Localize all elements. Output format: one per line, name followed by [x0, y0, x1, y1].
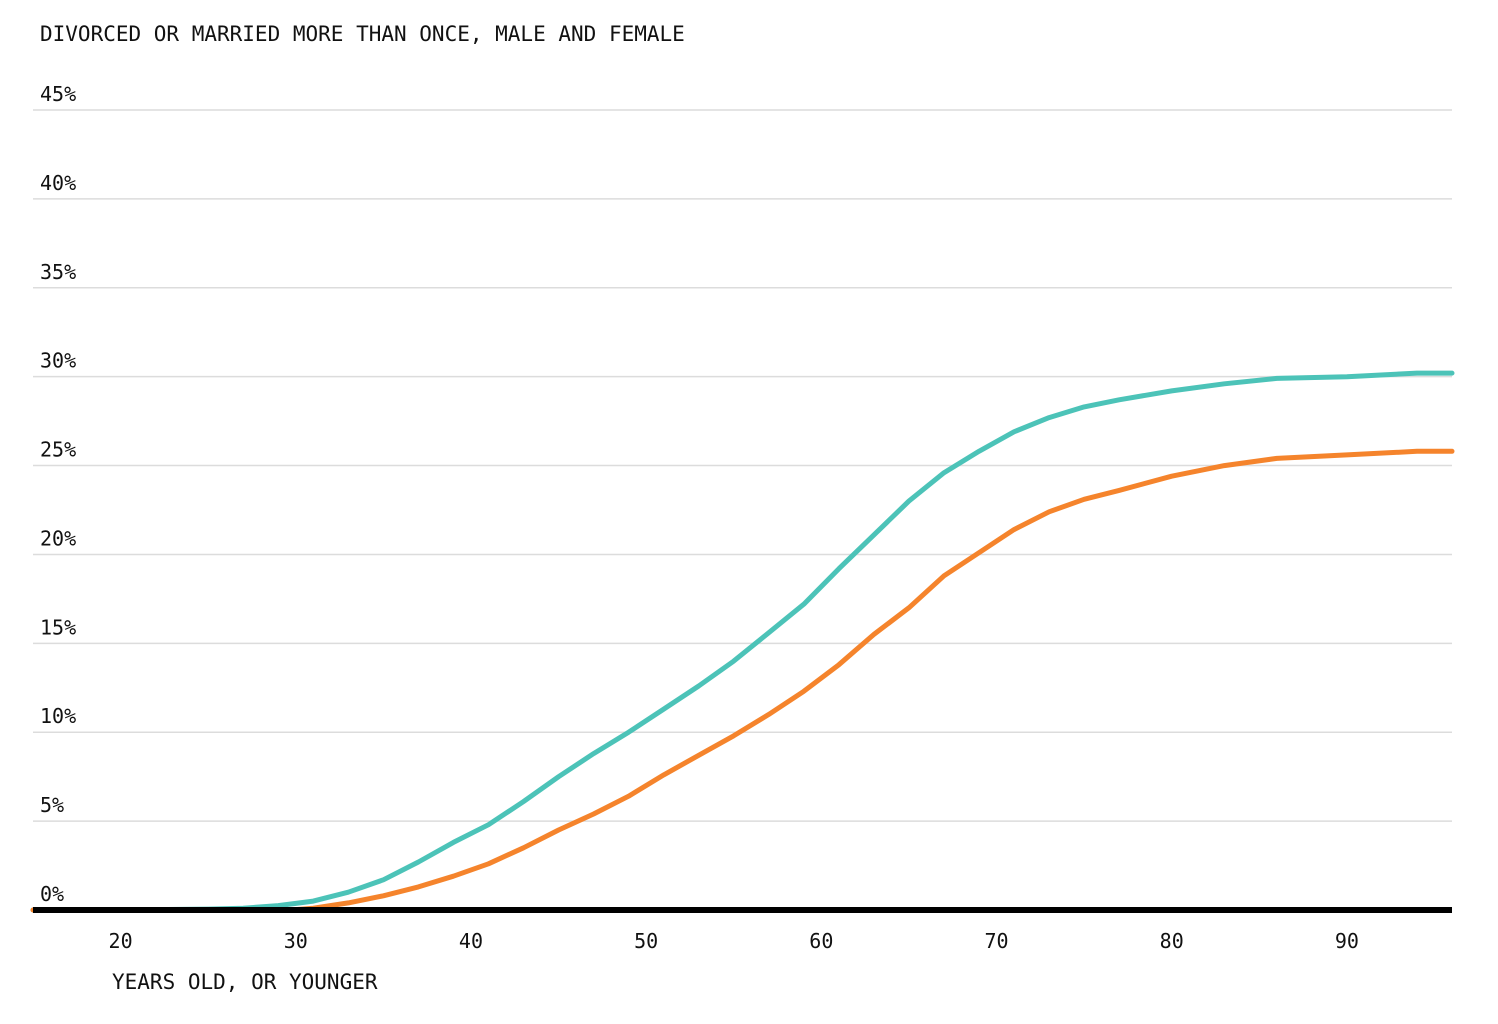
x-tick-label: 40 — [459, 929, 483, 953]
y-axis-tick-labels: 0% 5% 10% 15% 20% 25% 30% 35% 40% 45% — [40, 82, 76, 906]
y-tick-label: 15% — [40, 615, 76, 639]
x-axis-label: YEARS OLD, OR YOUNGER — [112, 970, 378, 994]
x-tick-label: 50 — [634, 929, 658, 953]
y-tick-label: 5% — [40, 793, 64, 817]
x-tick-label: 70 — [984, 929, 1008, 953]
y-tick-label: 10% — [40, 704, 76, 728]
y-tick-label: 30% — [40, 349, 76, 373]
series-line-1 — [30, 370, 1455, 913]
x-tick-label: 80 — [1160, 929, 1184, 953]
y-tick-label: 25% — [40, 438, 76, 462]
series-line-2 — [30, 448, 1455, 913]
y-tick-label: 40% — [40, 171, 76, 195]
y-tick-label: 45% — [40, 82, 76, 106]
y-tick-label: 35% — [40, 260, 76, 284]
chart-title: DIVORCED OR MARRIED MORE THAN ONCE, MALE… — [40, 22, 685, 46]
y-tick-label: 20% — [40, 526, 76, 550]
x-axis-tick-labels: 20 30 40 50 60 70 80 90 — [109, 929, 1359, 953]
x-tick-label: 30 — [284, 929, 308, 953]
y-tick-label: 0% — [40, 882, 64, 906]
x-tick-label: 20 — [109, 929, 133, 953]
series-lines — [30, 370, 1455, 913]
x-tick-label: 90 — [1335, 929, 1359, 953]
x-tick-label: 60 — [809, 929, 833, 953]
gridlines — [33, 109, 1452, 822]
